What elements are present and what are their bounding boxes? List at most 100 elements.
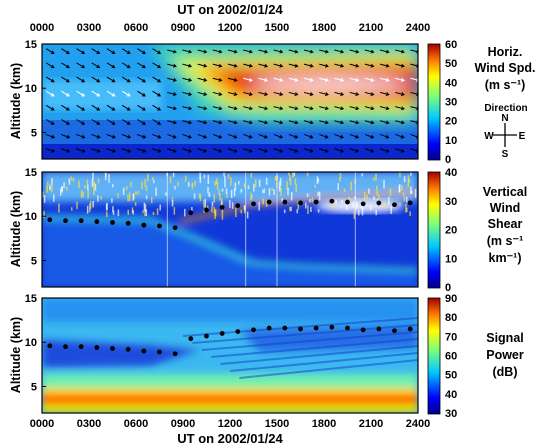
shear-speckle xyxy=(223,172,225,177)
wind-arrow xyxy=(243,133,252,139)
wind-arrow xyxy=(167,120,177,124)
wind-arrow xyxy=(395,77,405,81)
wind-arrow xyxy=(61,119,70,125)
shear-field xyxy=(42,172,418,287)
wind-arrow xyxy=(379,63,389,67)
wind-arrow-head xyxy=(218,92,223,96)
wind-arrow xyxy=(167,63,177,67)
wind-arrow xyxy=(288,91,298,96)
wind-arrow xyxy=(137,48,146,54)
wind-arrow-head xyxy=(400,63,405,68)
wind-arrow xyxy=(304,148,313,153)
shear-speckle xyxy=(247,185,250,190)
wind-arrow-head xyxy=(96,92,101,97)
shear-speckle xyxy=(199,176,202,184)
wind-arrow xyxy=(227,91,237,96)
wind-arrow xyxy=(319,148,328,153)
wind-arrow-head xyxy=(324,134,329,139)
panel3-yaxis-title: Altitude (km) xyxy=(9,317,23,393)
wind-arrow-head xyxy=(96,149,101,153)
wind-arrow-head xyxy=(203,92,208,96)
wind-arrow xyxy=(76,90,85,97)
wind-arrow-head xyxy=(218,106,223,111)
wind-arrow-head xyxy=(66,64,70,69)
wind-arrow xyxy=(228,133,237,139)
wind-arrow-head xyxy=(264,120,269,125)
wind-arrow xyxy=(258,148,268,153)
wind-arrow xyxy=(364,148,374,153)
shear-speckle xyxy=(350,181,352,191)
shear-speckle xyxy=(309,198,311,203)
bottom-xtick-label: 1200 xyxy=(218,418,242,430)
wind-arrow xyxy=(258,133,268,139)
shear-speckle xyxy=(191,182,194,190)
shear-speckle xyxy=(174,186,176,190)
shear-speckle xyxy=(207,187,209,194)
wind-arrow xyxy=(152,133,161,139)
shear-speckle xyxy=(335,199,337,204)
wind-arrow-head xyxy=(355,120,360,125)
wind-arrow-head xyxy=(294,120,299,125)
shear-speckle xyxy=(72,177,75,182)
wind-arrow xyxy=(243,91,253,96)
wind-arrow-head xyxy=(309,49,314,54)
tropopause-marker xyxy=(172,225,178,231)
wind-arrow xyxy=(303,63,313,67)
wind-arrow-head xyxy=(126,64,131,69)
wind-arrow-head xyxy=(96,64,101,69)
shear-speckle xyxy=(278,181,281,190)
wind-arrow xyxy=(106,48,115,54)
wind-arrow xyxy=(395,106,405,110)
colorbar-tick-label: 0 xyxy=(445,282,451,294)
wind-arrow xyxy=(379,120,389,124)
wind-arrow xyxy=(45,90,55,97)
shear-speckle xyxy=(145,186,148,192)
wind-arrow-head xyxy=(264,63,269,68)
wind-arrow-head xyxy=(309,149,314,153)
wind-arrow xyxy=(212,77,222,81)
bottom-xaxis-title: UT on 2002/01/24 xyxy=(177,431,283,446)
wind-arrow-head xyxy=(126,78,131,83)
wind-arrow xyxy=(288,63,298,67)
shear-speckle xyxy=(216,182,219,190)
wind-arrow xyxy=(243,77,253,81)
wind-arrow xyxy=(61,90,70,97)
wind-arrow-head xyxy=(355,78,360,82)
shear-speckle xyxy=(274,177,277,181)
top-xtick-label: 0000 xyxy=(30,22,54,34)
tropopause-marker xyxy=(392,202,397,208)
shear-speckle xyxy=(258,179,261,187)
wind-arrow-head xyxy=(400,149,405,153)
wind-arrow-head xyxy=(324,92,329,96)
wind-arrow-head xyxy=(157,107,162,111)
shear-speckle xyxy=(294,178,297,185)
wind-arrow-head xyxy=(279,92,284,96)
wind-arrow xyxy=(61,104,70,111)
tropopause-marker xyxy=(329,324,335,330)
shear-speckle xyxy=(378,194,380,199)
wind-arrow xyxy=(76,48,85,54)
wind-arrow-head xyxy=(294,106,299,111)
wind-arrow xyxy=(182,133,192,139)
wind-arrow-head xyxy=(370,49,375,54)
shear-speckle xyxy=(311,197,314,203)
wind-arrow xyxy=(273,49,283,53)
shear-speckle xyxy=(389,188,392,197)
shear-speckle xyxy=(240,209,243,214)
shear-speckle xyxy=(361,207,364,216)
tropopause-marker xyxy=(47,343,53,349)
wind-arrow xyxy=(76,148,85,153)
wind-arrow-head xyxy=(385,134,390,139)
wind-arrow-head xyxy=(126,50,131,54)
bottom-xtick-label: 1500 xyxy=(265,418,289,430)
colorbar-tick-label: 40 xyxy=(445,389,457,401)
power-streak xyxy=(211,338,418,358)
wind-arrow-head xyxy=(203,78,208,82)
shear-speckle xyxy=(234,182,237,191)
wind-arrow xyxy=(136,148,146,153)
shear-speckle xyxy=(53,194,55,202)
wind-arrow-head xyxy=(385,78,390,82)
wind-arrow-head xyxy=(385,49,390,54)
tropopause-marker xyxy=(188,336,194,342)
shear-speckle xyxy=(127,194,129,202)
